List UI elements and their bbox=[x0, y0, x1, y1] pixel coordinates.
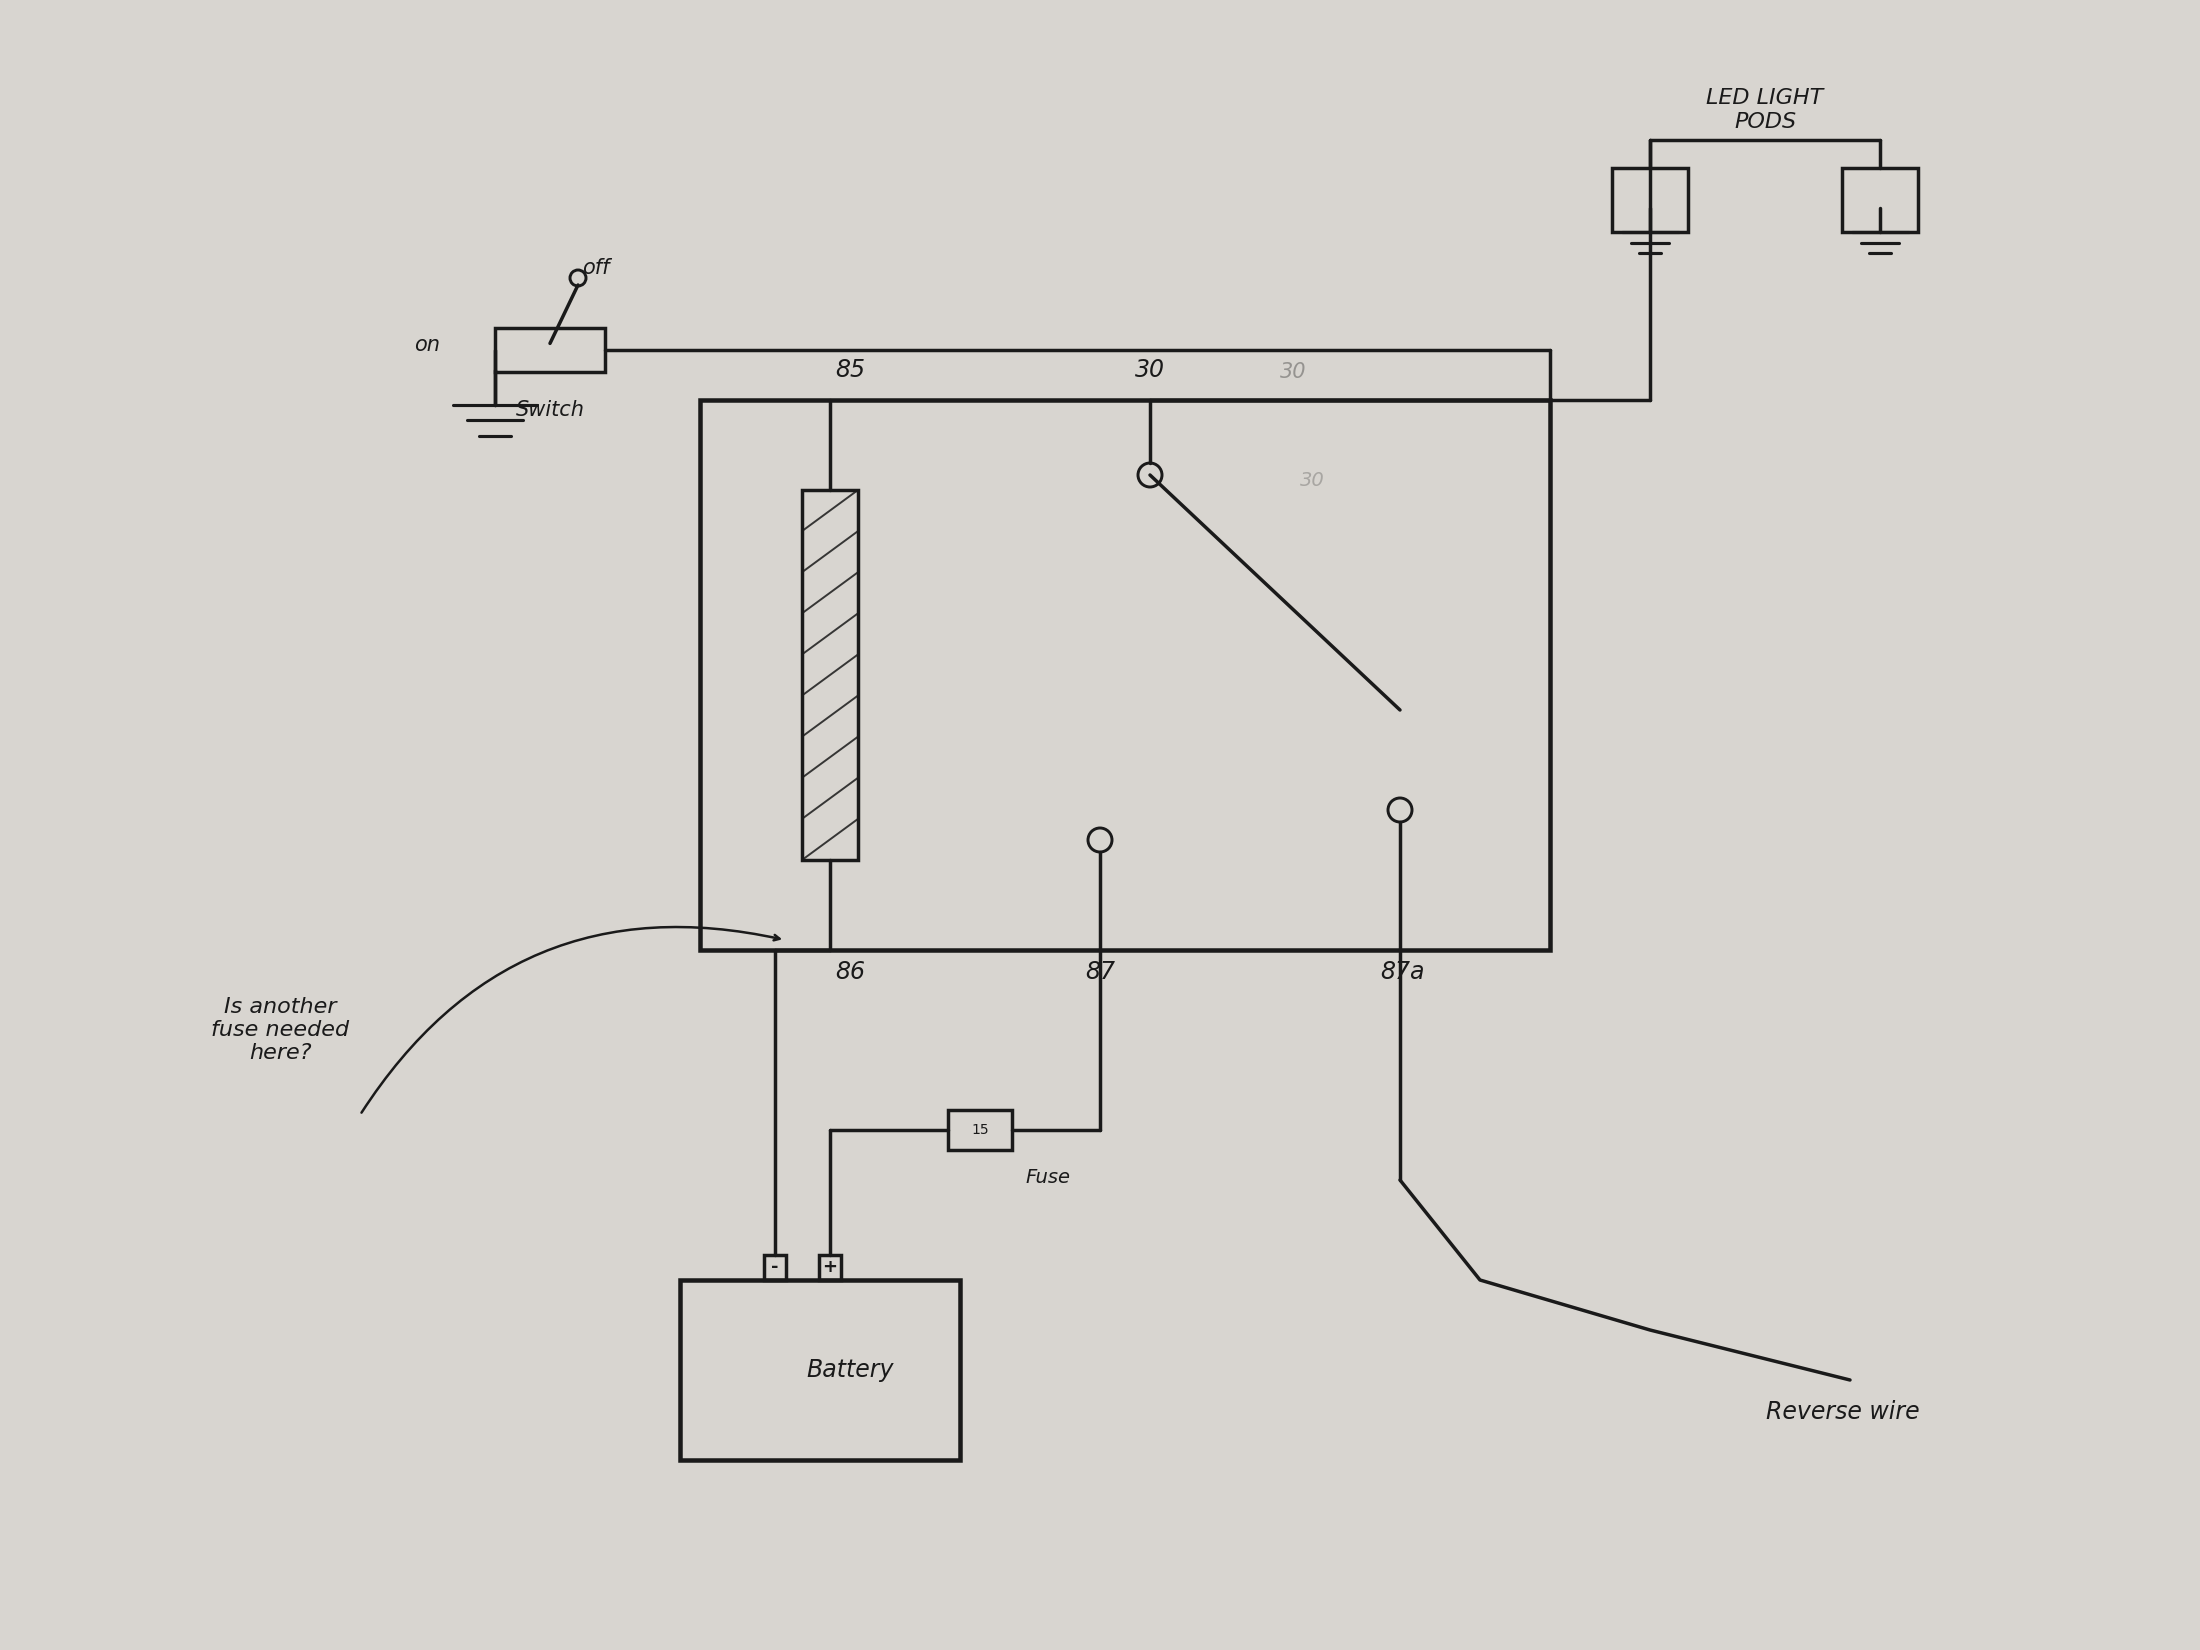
Text: Fuse: Fuse bbox=[1025, 1168, 1069, 1186]
Bar bbox=[1841, 168, 1918, 233]
Text: 30: 30 bbox=[1300, 470, 1324, 490]
Bar bbox=[495, 328, 605, 371]
Text: LED LIGHT
PODS: LED LIGHT PODS bbox=[1707, 89, 1824, 132]
Text: Switch: Switch bbox=[515, 399, 585, 421]
Bar bbox=[763, 1256, 785, 1280]
Bar bbox=[818, 1256, 840, 1280]
Text: 15: 15 bbox=[970, 1124, 988, 1137]
Bar bbox=[700, 399, 1551, 950]
Text: Is another
fuse needed
here?: Is another fuse needed here? bbox=[211, 997, 350, 1063]
Text: off: off bbox=[583, 257, 609, 277]
Text: 86: 86 bbox=[836, 960, 865, 983]
Text: 87: 87 bbox=[1085, 960, 1115, 983]
Text: -: - bbox=[772, 1259, 779, 1277]
Bar bbox=[680, 1280, 959, 1460]
Text: 30: 30 bbox=[1135, 358, 1166, 383]
Text: Battery: Battery bbox=[805, 1358, 893, 1383]
Text: 85: 85 bbox=[836, 358, 865, 383]
Text: Reverse wire: Reverse wire bbox=[1767, 1399, 1921, 1424]
Text: on: on bbox=[414, 335, 440, 355]
Bar bbox=[948, 1110, 1012, 1150]
Text: 30: 30 bbox=[1280, 361, 1307, 383]
Text: 87a: 87a bbox=[1379, 960, 1426, 983]
Bar bbox=[803, 490, 858, 860]
Bar bbox=[1613, 168, 1687, 233]
Text: +: + bbox=[823, 1259, 838, 1277]
